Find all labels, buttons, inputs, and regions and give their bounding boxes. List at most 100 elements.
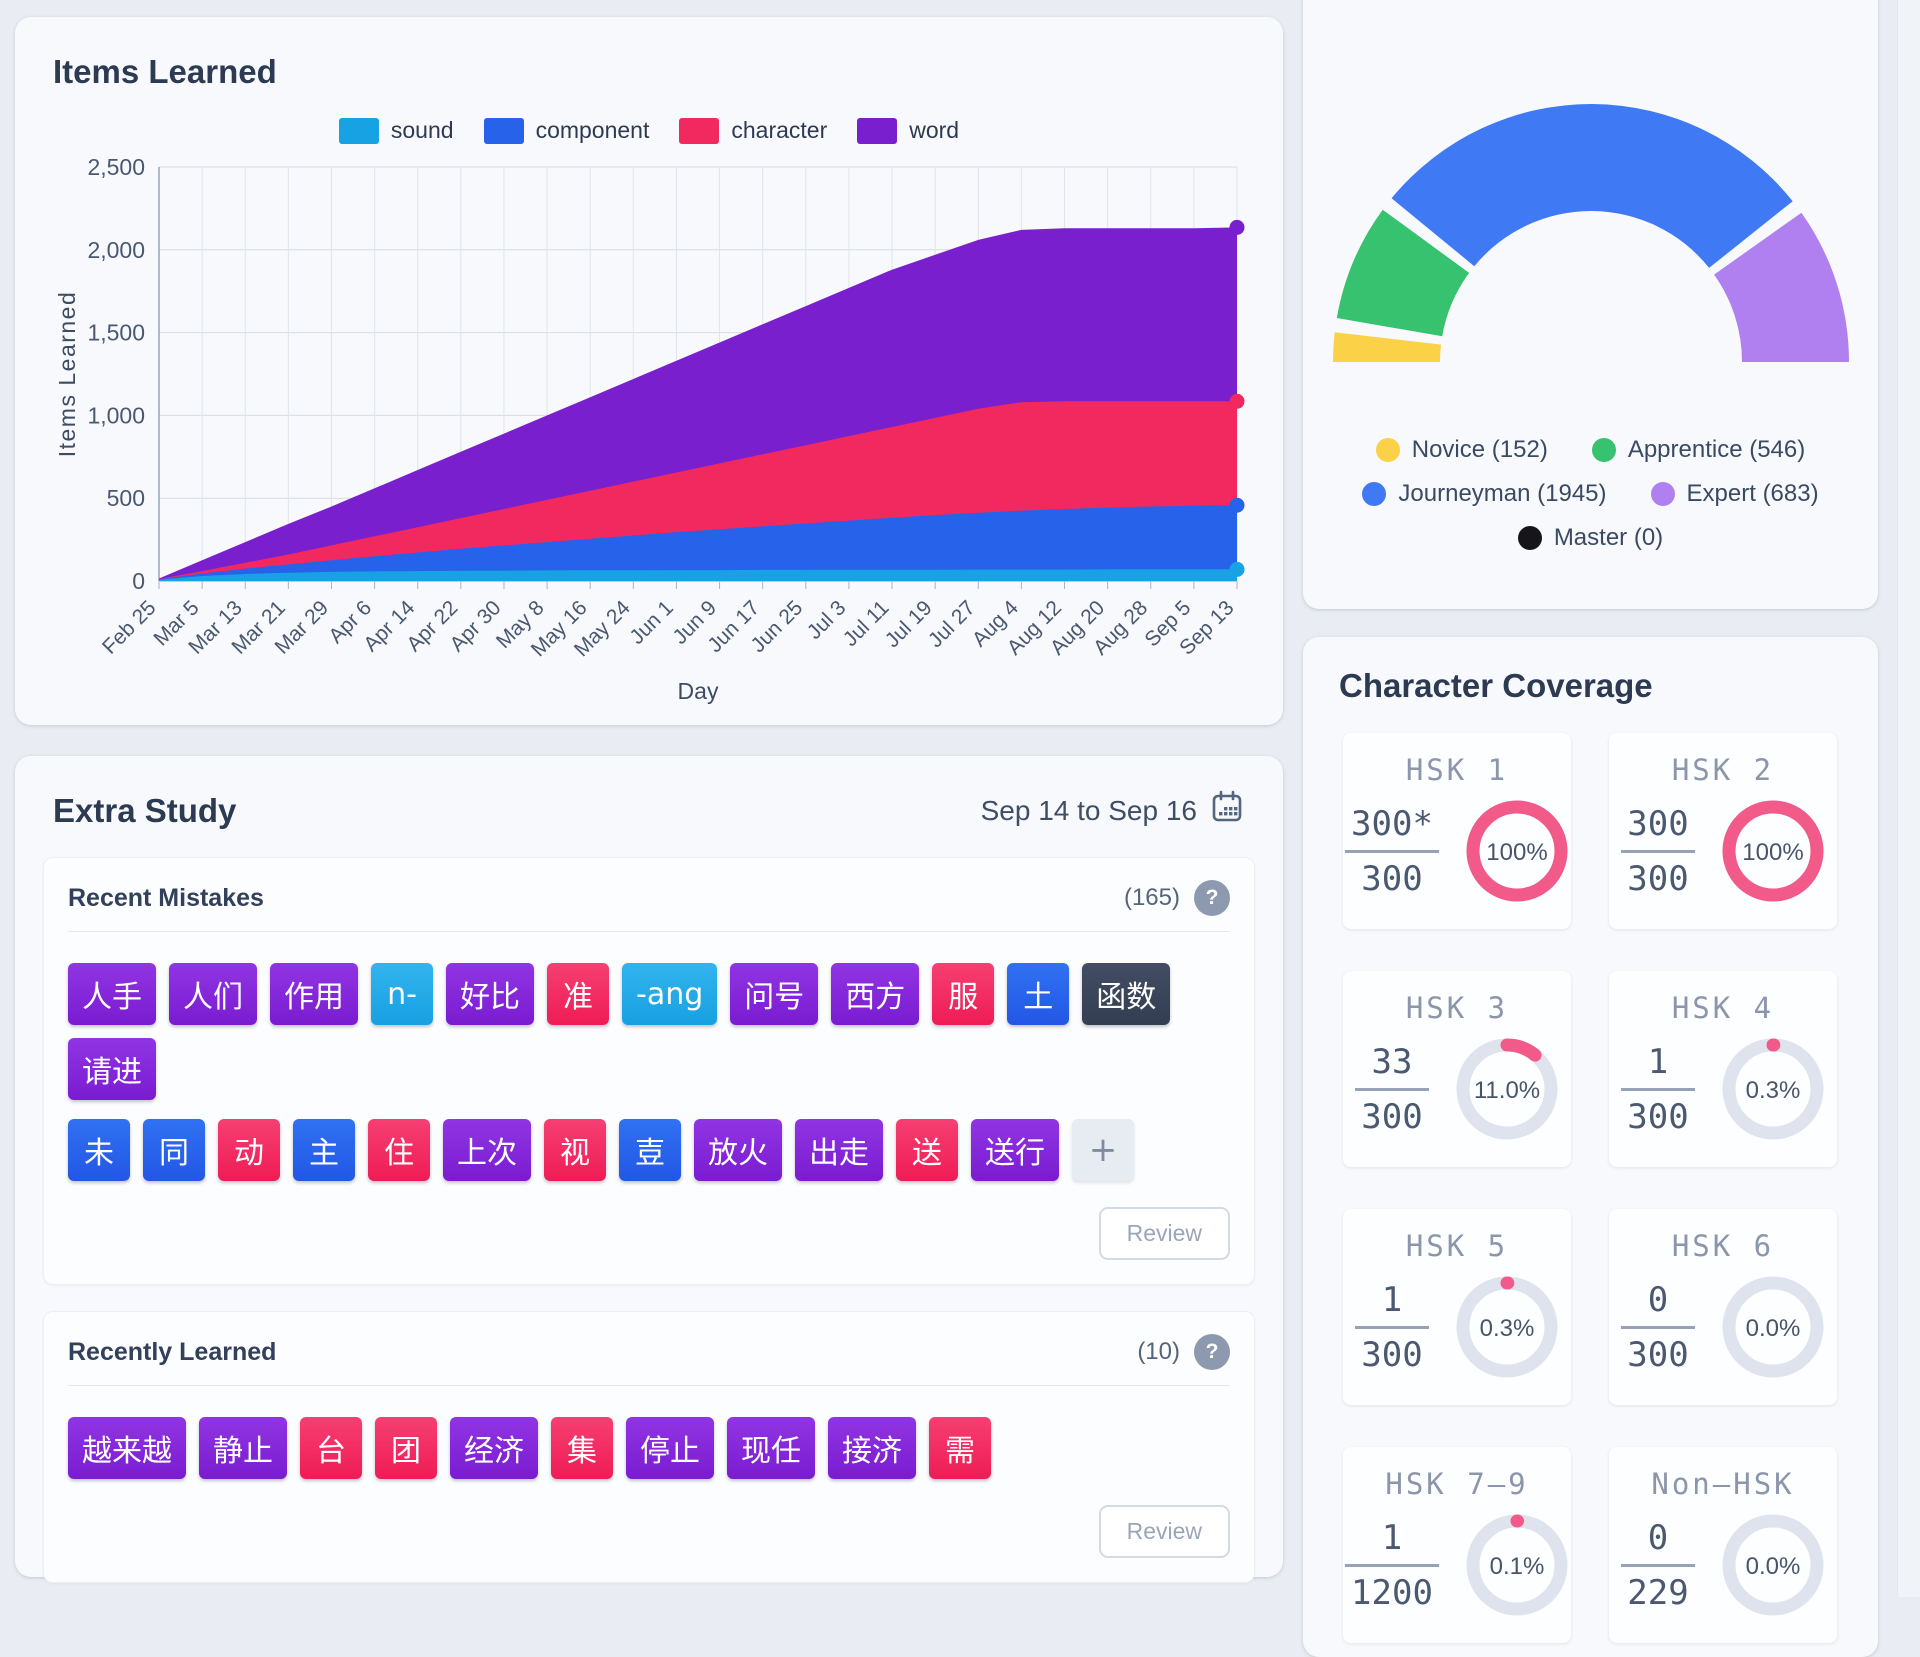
date-range-control[interactable]: Sep 14 to Sep 16	[981, 790, 1243, 831]
study-tile[interactable]: 主	[293, 1119, 355, 1181]
coverage-fraction: 1 1200	[1345, 1518, 1439, 1613]
divider	[68, 931, 1230, 932]
study-tile[interactable]: 问号	[730, 963, 819, 1025]
coverage-denominator: 1200	[1351, 1572, 1433, 1613]
coverage-denominator: 300	[1361, 1334, 1423, 1375]
study-tile[interactable]: 人手	[68, 963, 156, 1025]
coverage-denominator: 300	[1627, 858, 1689, 899]
recently-learned-count: (10)	[1137, 1338, 1180, 1365]
coverage-denominator: 229	[1627, 1572, 1689, 1613]
gauge-legend-item-novice: Novice (152)	[1375, 436, 1548, 464]
help-icon[interactable]: ?	[1194, 1334, 1230, 1370]
study-tile[interactable]: 未	[68, 1119, 130, 1181]
coverage-numerator: 1	[1621, 1042, 1695, 1091]
calendar-icon[interactable]	[1211, 790, 1243, 831]
recently-learned-title: Recently Learned	[68, 1337, 277, 1366]
svg-text:100%: 100%	[1742, 839, 1803, 866]
study-tile[interactable]: 请进	[68, 1038, 156, 1100]
study-tile[interactable]: 静止	[199, 1417, 287, 1479]
study-tile[interactable]: 土	[1007, 963, 1070, 1025]
study-tile[interactable]: 送	[896, 1119, 958, 1181]
study-tile[interactable]: 团	[375, 1417, 437, 1479]
recent-mistakes-title: Recent Mistakes	[68, 883, 264, 912]
study-tile[interactable]: 上次	[443, 1119, 531, 1181]
svg-text:Jul 11: Jul 11	[839, 596, 894, 651]
recently-learned-panel: Recently Learned (10) ? 越来越 静止台团经济集停止 现任 接济…	[43, 1311, 1255, 1583]
study-tile[interactable]: 西方	[831, 963, 920, 1025]
study-tile[interactable]: 动	[218, 1119, 280, 1181]
study-tile[interactable]: 越来越	[68, 1417, 186, 1479]
coverage-fraction: 0 300	[1621, 1280, 1695, 1375]
study-tile[interactable]: 视	[544, 1119, 606, 1181]
study-tile[interactable]: 台	[300, 1417, 362, 1479]
hsk-coverage-card: HSK 3 33 300 11.0%	[1343, 971, 1571, 1167]
study-tile[interactable]: -ang	[622, 963, 718, 1025]
svg-text:1,000: 1,000	[87, 402, 145, 428]
study-tile[interactable]: 服	[932, 963, 995, 1025]
coverage-fraction: 33 300	[1355, 1042, 1429, 1137]
legend-label: component	[535, 117, 650, 143]
coverage-denominator: 300	[1361, 1096, 1423, 1137]
coverage-donut-chart: 0.3%	[1456, 1276, 1558, 1378]
svg-text:0: 0	[132, 568, 145, 594]
gauge-legend-dot	[1362, 482, 1387, 506]
gauge-legend-item-master: Master (0)	[1517, 524, 1664, 552]
coverage-numerator: 0	[1621, 1518, 1695, 1567]
items-learned-card: Items Learned sound component character wor…	[15, 17, 1283, 725]
divider	[68, 1385, 1230, 1386]
items-learned-title: Items Learned	[53, 53, 277, 90]
study-tile[interactable]: 好比	[446, 963, 534, 1025]
hsk-card-label: Non–HSK	[1651, 1467, 1795, 1501]
study-tile[interactable]: 放火	[694, 1119, 782, 1181]
study-tile[interactable]: 壴	[619, 1119, 681, 1181]
character-coverage-grid: HSK 1 300* 300 100% HSK 2 300 300 100% HSK 3 33 30…	[1343, 733, 1878, 1643]
study-tile[interactable]: n-	[371, 963, 433, 1025]
help-icon[interactable]: ?	[1194, 880, 1230, 916]
legend-item-word: word	[857, 117, 959, 144]
gauge-legend-label: Master (0)	[1553, 524, 1664, 551]
coverage-numerator: 1	[1345, 1518, 1439, 1567]
page-scrollbar[interactable]	[1897, 0, 1920, 1597]
coverage-numerator: 300	[1621, 804, 1695, 853]
svg-text:Jun 1: Jun 1	[625, 596, 678, 649]
study-tile[interactable]: 现任	[727, 1417, 815, 1479]
study-tile[interactable]: 经济	[450, 1417, 538, 1479]
coverage-fraction: 1 300	[1621, 1042, 1695, 1137]
svg-text:2,000: 2,000	[87, 237, 145, 263]
study-tile[interactable]: 需	[929, 1417, 991, 1479]
svg-text:1,500: 1,500	[87, 320, 145, 346]
svg-text:100%: 100%	[1486, 839, 1547, 866]
add-tile-button[interactable]: +	[1072, 1119, 1134, 1181]
hsk-card-label: HSK 4	[1671, 991, 1775, 1025]
legend-label: sound	[390, 117, 454, 143]
coverage-donut-chart: 0.3%	[1722, 1038, 1824, 1140]
study-tile[interactable]: 住	[368, 1119, 430, 1181]
gauge-legend-label: Expert (683)	[1686, 480, 1819, 507]
hsk-coverage-card: HSK 1 300* 300 100%	[1343, 733, 1571, 929]
study-tile[interactable]: 同	[143, 1119, 205, 1181]
legend-swatch	[679, 117, 720, 144]
svg-text:0.3%: 0.3%	[1479, 1315, 1534, 1342]
study-tile[interactable]: 人们	[169, 963, 257, 1025]
study-tile[interactable]: 作用	[270, 963, 358, 1025]
gauge-legend-dot	[1375, 438, 1400, 462]
hsk-card-label: HSK 1	[1405, 753, 1509, 787]
coverage-numerator: 300*	[1345, 804, 1439, 853]
study-tile[interactable]: 送行	[971, 1119, 1059, 1181]
gauge-legend-dot	[1650, 482, 1675, 506]
study-tile[interactable]: 集	[551, 1417, 613, 1479]
svg-text:0.1%: 0.1%	[1490, 1553, 1545, 1580]
study-tile[interactable]: 接济	[828, 1417, 916, 1479]
svg-text:Items Learned: Items Learned	[54, 291, 80, 458]
study-tile[interactable]: 函数	[1082, 963, 1171, 1025]
study-tile[interactable]: 出走	[795, 1119, 883, 1181]
hsk-card-label: HSK 5	[1405, 1229, 1509, 1263]
svg-text:11.0%: 11.0%	[1474, 1077, 1540, 1104]
study-tile[interactable]: 停止	[626, 1417, 714, 1479]
review-mistakes-button[interactable]: Review	[1098, 1207, 1230, 1260]
legend-swatch	[483, 117, 524, 144]
review-learned-button[interactable]: Review	[1098, 1505, 1230, 1558]
gauge-legend-item-expert: Expert (683)	[1650, 480, 1819, 508]
gauge-legend-label: Novice (152)	[1411, 436, 1548, 463]
study-tile[interactable]: 准	[547, 963, 609, 1025]
